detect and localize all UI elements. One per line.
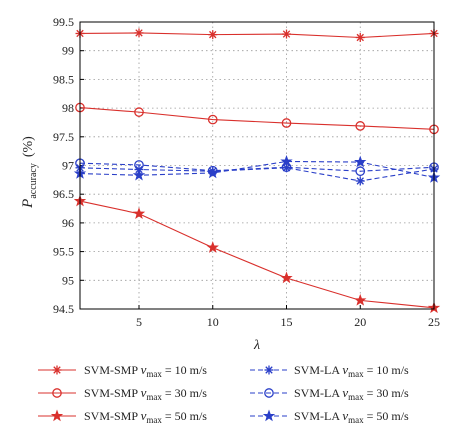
data-point [354, 155, 367, 168]
legend-item: SVM-LA vmax = 10 m/s [250, 362, 409, 379]
x-tick-label: 25 [428, 315, 440, 329]
series-5 [75, 158, 439, 177]
series-line [79, 106, 435, 130]
legend-label: SVM-SMP vmax = 50 m/s [84, 408, 207, 425]
series-line [79, 32, 435, 39]
y-tick-label: 99.5 [53, 15, 74, 29]
legend-label: SVM-SMP vmax = 10 m/s [84, 362, 207, 379]
data-point [355, 166, 366, 177]
data-point [354, 293, 367, 306]
data-point [280, 154, 293, 167]
y-axis-label-unit: (%) [21, 136, 36, 157]
y-tick-label: 96 [62, 216, 74, 230]
series-layer [73, 28, 441, 314]
legend-item: SVM-LA vmax = 50 m/s [250, 408, 409, 425]
y-axis-label: Paccuracy (%) [20, 136, 39, 209]
legend-item: SVM-SMP vmax = 30 m/s [38, 385, 207, 402]
data-point [207, 114, 218, 125]
x-tick-label: 10 [207, 315, 219, 329]
data-point [52, 388, 62, 398]
data-point [206, 166, 219, 179]
series-3 [73, 194, 441, 314]
data-point [264, 365, 274, 375]
data-point [206, 241, 219, 253]
series-line [79, 167, 435, 182]
legend-label: SVM-LA vmax = 50 m/s [294, 408, 409, 425]
data-point [50, 409, 64, 422]
data-point [355, 121, 366, 131]
series-1 [75, 28, 439, 42]
y-tick-label: 95.5 [53, 245, 74, 259]
data-point [132, 168, 146, 181]
data-point [134, 28, 144, 38]
data-point [355, 176, 365, 186]
x-tick-label: 15 [281, 315, 293, 329]
y-tick-label: 97 [62, 159, 74, 173]
data-point [134, 107, 144, 117]
x-axis-ticks: 5 10 15 20 25 [136, 305, 440, 329]
legend-label: SVM-SMP vmax = 30 m/s [84, 385, 207, 402]
x-tick-label: 5 [136, 315, 142, 329]
data-point [52, 365, 62, 375]
y-axis-label-symbol: P [20, 199, 36, 209]
y-tick-label: 95 [62, 273, 74, 287]
series-line [79, 162, 435, 172]
y-tick-label: 97.5 [53, 130, 74, 144]
data-point [282, 29, 291, 39]
data-point [208, 30, 218, 40]
y-axis-label-subscript: accuracy [28, 163, 39, 199]
data-point [262, 409, 276, 422]
legend-item: SVM-SMP vmax = 10 m/s [38, 362, 207, 379]
series-line [79, 200, 435, 309]
data-point [280, 271, 293, 284]
legend-label: SVM-LA vmax = 10 m/s [294, 362, 409, 379]
data-point [281, 118, 292, 128]
legend-item: SVM-SMP vmax = 50 m/s [38, 408, 207, 425]
y-tick-label: 98 [62, 101, 74, 115]
data-point [132, 207, 146, 219]
data-point [355, 32, 365, 42]
x-axis-label: λ [253, 338, 260, 353]
legend-label: SVM-LA vmax = 30 m/s [294, 385, 409, 402]
y-tick-label: 98.5 [53, 72, 74, 86]
legend: SVM-SMP vmax = 10 m/s SVM-SMP vmax = 30 m/s… [38, 362, 409, 425]
data-point [264, 388, 274, 398]
y-tick-label: 96.5 [53, 187, 74, 201]
plot-frame [79, 21, 435, 310]
x-tick-label: 20 [354, 315, 366, 329]
y-tick-label: 94.5 [53, 302, 74, 316]
legend-item: SVM-LA vmax = 30 m/s [250, 385, 409, 402]
series-line [79, 160, 435, 179]
y-tick-label: 99 [62, 44, 74, 58]
